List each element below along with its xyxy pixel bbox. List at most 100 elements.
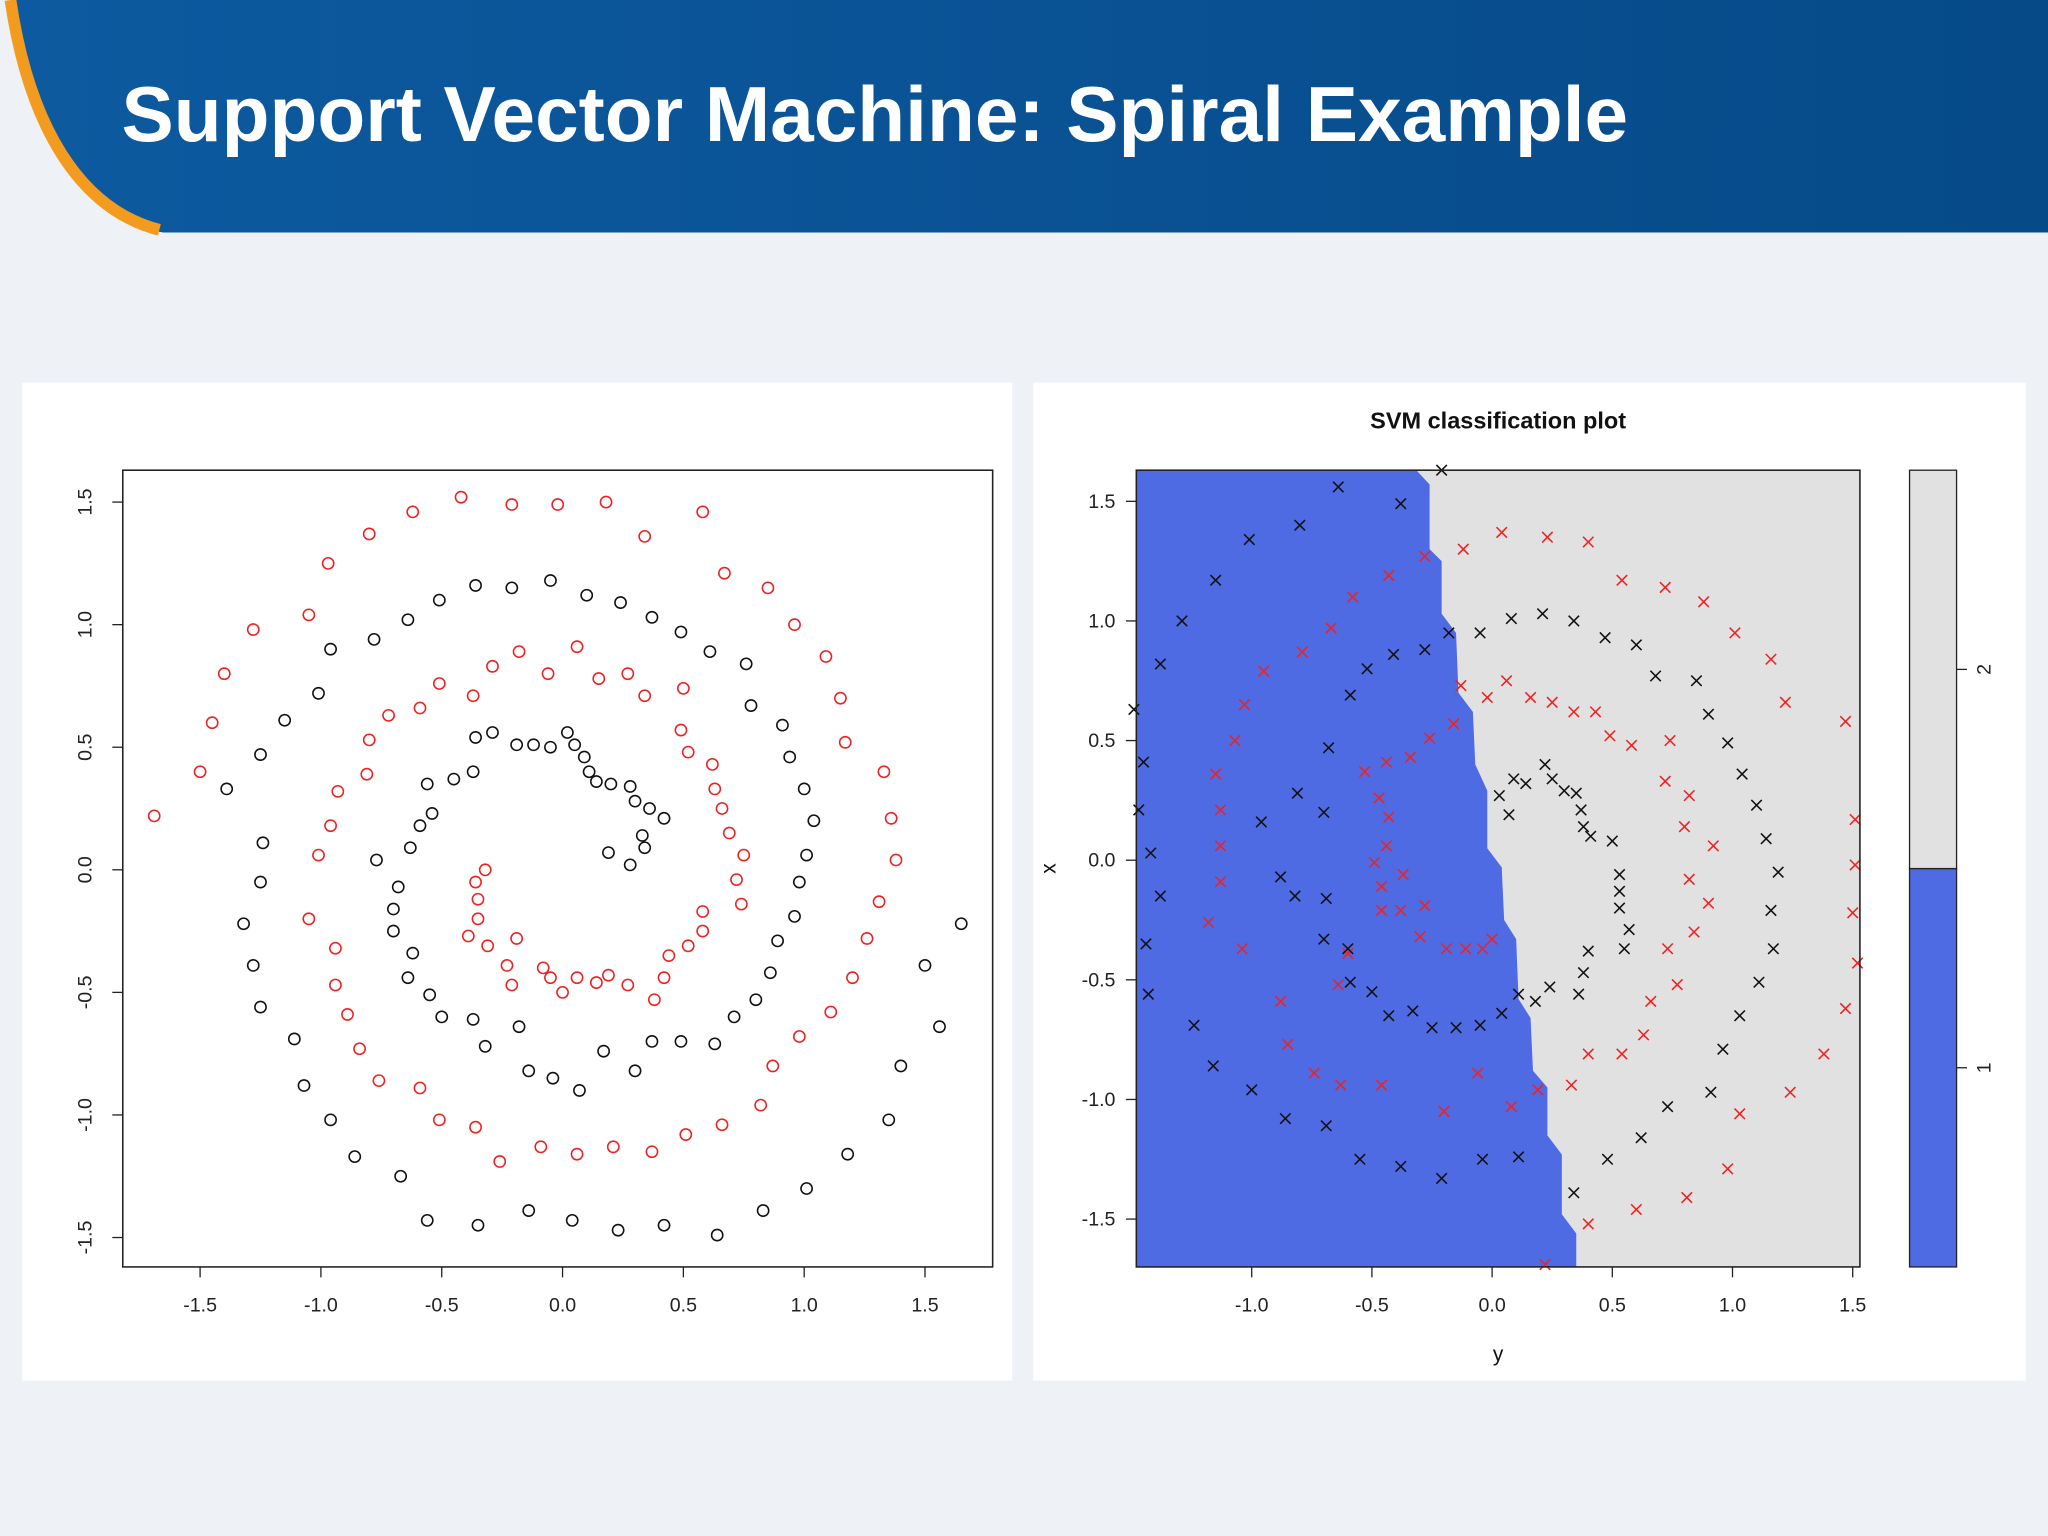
point bbox=[1202, 916, 1215, 929]
plot-frame bbox=[1135, 469, 1861, 1268]
point bbox=[1495, 1007, 1508, 1020]
point bbox=[544, 971, 557, 985]
point bbox=[425, 807, 439, 820]
point bbox=[1274, 871, 1287, 883]
x-tick-label: -0.5 bbox=[425, 1294, 459, 1316]
point bbox=[353, 1042, 366, 1056]
point bbox=[1334, 1079, 1347, 1091]
point bbox=[237, 917, 250, 931]
point bbox=[447, 772, 461, 786]
point bbox=[370, 853, 383, 867]
point bbox=[193, 765, 207, 779]
point bbox=[394, 1169, 408, 1183]
point bbox=[643, 802, 656, 815]
y-tick-label: -1.5 bbox=[1082, 1209, 1116, 1231]
point bbox=[1493, 789, 1506, 802]
point bbox=[614, 596, 627, 609]
point bbox=[679, 1128, 693, 1141]
point bbox=[647, 993, 661, 1007]
point bbox=[788, 909, 801, 923]
point bbox=[329, 978, 342, 992]
point bbox=[1637, 1029, 1650, 1041]
point bbox=[1214, 804, 1227, 816]
point bbox=[582, 765, 596, 779]
point bbox=[551, 498, 565, 511]
point bbox=[278, 713, 292, 727]
point bbox=[1426, 1021, 1438, 1034]
point bbox=[708, 1037, 722, 1051]
point bbox=[1154, 658, 1167, 670]
point bbox=[406, 505, 420, 519]
point bbox=[645, 1035, 659, 1048]
x-tick-label: -0.5 bbox=[1355, 1294, 1389, 1316]
point bbox=[645, 1145, 659, 1159]
point bbox=[1613, 885, 1626, 898]
point bbox=[1296, 646, 1308, 658]
point bbox=[1546, 773, 1558, 785]
point bbox=[1618, 942, 1631, 955]
point bbox=[877, 765, 891, 779]
point bbox=[1325, 622, 1337, 634]
point bbox=[1361, 663, 1373, 675]
point bbox=[638, 841, 652, 855]
point bbox=[1849, 859, 1861, 871]
y-tick-label: 0.0 bbox=[1088, 850, 1115, 872]
point bbox=[471, 892, 485, 906]
point bbox=[1767, 942, 1780, 955]
point bbox=[1281, 1038, 1294, 1051]
point bbox=[1291, 787, 1304, 799]
point bbox=[1721, 1163, 1734, 1175]
point bbox=[1474, 627, 1486, 639]
point bbox=[360, 767, 374, 781]
point bbox=[1274, 995, 1287, 1008]
point bbox=[737, 848, 751, 862]
point bbox=[1423, 732, 1436, 744]
point bbox=[662, 949, 676, 962]
point bbox=[1507, 773, 1520, 785]
point bbox=[834, 691, 847, 705]
y-tick-label: 0.5 bbox=[74, 734, 96, 761]
point bbox=[819, 650, 833, 663]
point bbox=[771, 934, 784, 948]
point bbox=[1394, 904, 1407, 917]
point bbox=[1705, 1086, 1717, 1099]
point bbox=[565, 1213, 579, 1227]
point bbox=[1760, 832, 1772, 845]
point bbox=[362, 527, 376, 541]
point bbox=[884, 811, 898, 825]
point bbox=[1404, 751, 1417, 764]
point bbox=[1849, 813, 1861, 826]
point bbox=[556, 985, 569, 999]
point bbox=[478, 863, 492, 877]
point bbox=[541, 667, 555, 681]
point bbox=[606, 1140, 620, 1154]
point bbox=[1354, 1153, 1366, 1166]
x-tick-label: -1.5 bbox=[183, 1294, 217, 1316]
point bbox=[1209, 574, 1222, 587]
point bbox=[1188, 1019, 1200, 1032]
point bbox=[1846, 907, 1859, 919]
point bbox=[792, 875, 806, 889]
point bbox=[623, 780, 637, 793]
point bbox=[1447, 718, 1460, 730]
point bbox=[1132, 804, 1145, 816]
point bbox=[522, 1204, 536, 1217]
point bbox=[1707, 840, 1720, 852]
point bbox=[1733, 1009, 1746, 1022]
point bbox=[708, 782, 722, 796]
point bbox=[763, 966, 777, 980]
point bbox=[1308, 1067, 1320, 1079]
point bbox=[324, 642, 337, 656]
point bbox=[894, 1059, 908, 1073]
point bbox=[1387, 648, 1400, 661]
x-tick-label: 0.5 bbox=[670, 1294, 697, 1316]
point bbox=[413, 1081, 427, 1095]
point bbox=[466, 765, 480, 779]
point bbox=[749, 993, 763, 1007]
point bbox=[1476, 1153, 1489, 1166]
y-tick-label: 1.5 bbox=[74, 488, 96, 515]
point bbox=[838, 735, 852, 749]
point bbox=[1289, 890, 1301, 902]
